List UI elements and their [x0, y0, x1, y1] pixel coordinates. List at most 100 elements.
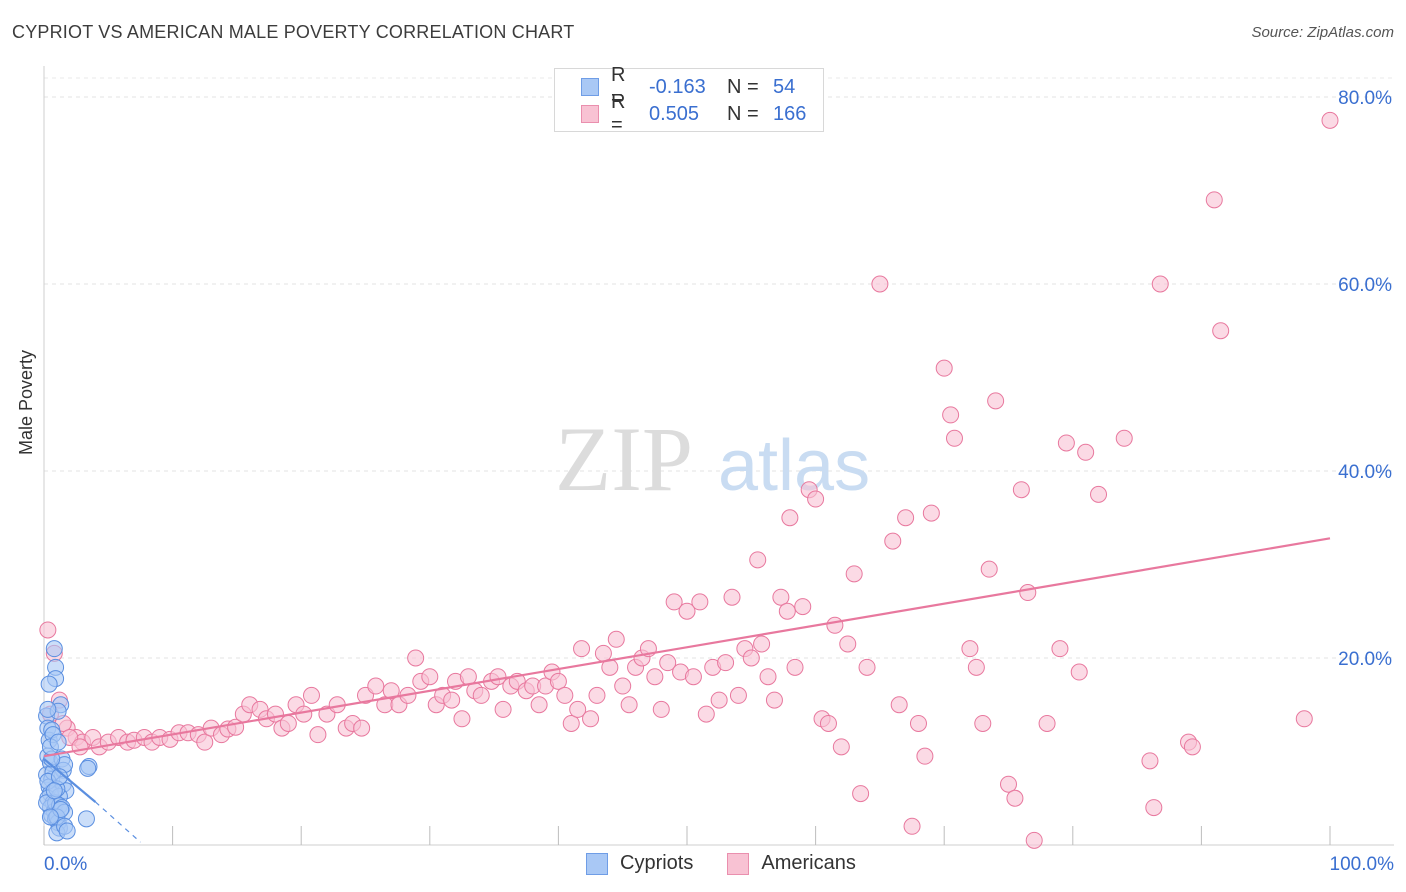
point-americans — [826, 616, 844, 634]
point-americans — [935, 359, 953, 377]
point-cypriots — [77, 810, 95, 828]
trend-extension-cypriots — [95, 801, 141, 843]
legend-swatch-cypriots — [586, 852, 608, 875]
point-americans — [807, 490, 825, 508]
point-americans — [562, 714, 580, 732]
y-axis-label: Male Poverty — [16, 349, 36, 455]
legend-r-value: -0.163 — [649, 75, 706, 98]
point-americans — [549, 672, 567, 690]
legend-swatch-americans — [581, 105, 599, 123]
legend-n-value: 54 — [773, 75, 796, 98]
point-americans — [652, 700, 670, 718]
point-americans — [845, 565, 863, 583]
point-americans — [1295, 710, 1313, 728]
point-americans — [382, 682, 400, 700]
legend-r-label: R = — [611, 91, 626, 136]
point-americans — [753, 635, 771, 653]
trend-line-cypriots — [43, 758, 97, 803]
point-americans — [772, 588, 790, 606]
x-tick-label: 0.0% — [44, 854, 87, 875]
legend-row-americans: R = 0.505 N = 166 — [581, 91, 807, 136]
point-americans — [665, 593, 683, 611]
grid-lines — [44, 77, 1394, 659]
point-americans — [1205, 191, 1223, 209]
point-americans — [302, 686, 320, 704]
point-americans — [1141, 752, 1159, 770]
legend-r-label: R = — [611, 64, 626, 109]
y-tick-label: 60.0% — [1338, 275, 1392, 296]
point-americans — [1145, 799, 1163, 817]
point-americans — [742, 649, 760, 667]
point-americans — [1057, 434, 1075, 452]
point-americans — [472, 686, 490, 704]
point-cypriots — [49, 733, 67, 751]
trend-line-americans — [43, 537, 1331, 758]
x-tick-label: 100.0% — [1330, 854, 1395, 875]
point-cypriots — [79, 759, 97, 777]
point-americans — [987, 392, 1005, 410]
source-label: Source: ZipAtlas.com — [1251, 24, 1394, 41]
point-americans — [922, 504, 940, 522]
point-americans — [614, 677, 632, 695]
point-americans — [71, 738, 89, 756]
point-americans — [646, 668, 664, 686]
point-americans — [588, 686, 606, 704]
point-americans — [620, 696, 638, 714]
axes — [43, 66, 1394, 846]
point-americans — [794, 598, 812, 616]
series-legend: Cypriots Americans — [586, 852, 890, 875]
legend-item-cypriots[interactable]: Cypriots — [586, 852, 693, 875]
point-americans — [839, 635, 857, 653]
point-americans — [729, 686, 747, 704]
point-americans — [710, 691, 728, 709]
point-americans — [569, 700, 587, 718]
y-tick-label: 80.0% — [1338, 88, 1392, 109]
point-americans — [196, 733, 214, 751]
point-americans — [1051, 640, 1069, 658]
point-americans — [1183, 738, 1201, 756]
point-americans — [279, 714, 297, 732]
point-americans — [353, 719, 371, 737]
point-americans — [494, 700, 512, 718]
point-americans — [659, 654, 677, 672]
point-americans — [781, 509, 799, 527]
point-americans — [749, 551, 767, 569]
point-americans — [786, 658, 804, 676]
point-americans — [967, 658, 985, 676]
point-cypriots — [45, 640, 63, 658]
legend-item-americans[interactable]: Americans — [727, 852, 856, 875]
point-americans — [1000, 775, 1017, 793]
legend-n-label: N = — [727, 75, 759, 98]
point-americans — [1025, 831, 1043, 849]
point-americans — [819, 714, 837, 732]
point-americans — [407, 649, 425, 667]
point-americans — [765, 691, 783, 709]
point-americans — [678, 602, 696, 620]
point-americans — [39, 621, 57, 639]
tick-labels: 20.0% 40.0% 60.0% 80.0% 0.0% 100.0% — [44, 88, 1394, 875]
point-americans — [1321, 111, 1339, 129]
point-americans — [858, 658, 876, 676]
point-americans — [684, 668, 702, 686]
point-americans — [556, 686, 574, 704]
legend-swatch-cypriots — [581, 78, 599, 96]
point-americans — [717, 654, 735, 672]
point-americans — [1006, 789, 1024, 807]
legend-n-value: 166 — [773, 102, 807, 125]
point-americans — [453, 710, 471, 728]
point-americans — [1077, 443, 1095, 461]
point-americans — [421, 668, 439, 686]
point-americans — [778, 602, 796, 620]
point-americans — [573, 640, 591, 658]
point-americans — [916, 747, 934, 765]
point-americans — [1012, 481, 1030, 499]
point-americans — [980, 560, 998, 578]
point-americans — [903, 817, 921, 835]
y-tick-label: 40.0% — [1338, 462, 1392, 483]
point-americans — [607, 630, 625, 648]
point-cypriots — [45, 782, 63, 800]
chart-title: CYPRIOT VS AMERICAN MALE POVERTY CORRELA… — [12, 22, 575, 42]
y-tick-label: 20.0% — [1338, 649, 1392, 670]
point-americans — [890, 696, 908, 714]
